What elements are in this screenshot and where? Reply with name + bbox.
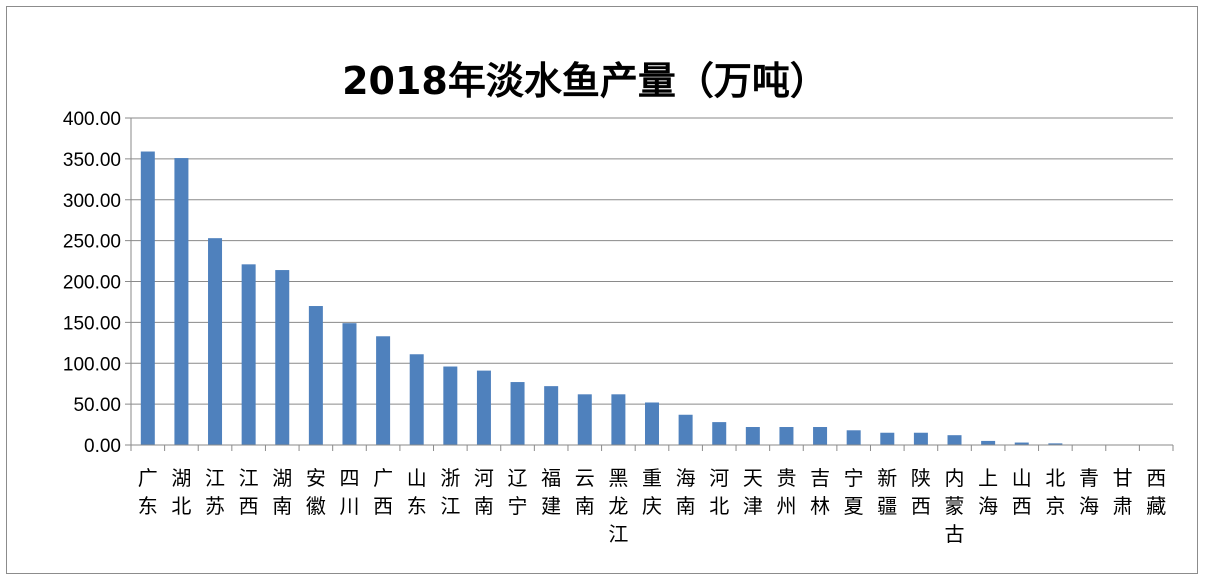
x-tick-label: 广东 <box>138 466 158 518</box>
y-tick-label: 150.00 <box>63 313 121 334</box>
x-tick-label: 上海 <box>978 466 998 518</box>
bar <box>1014 442 1029 445</box>
bar <box>779 427 794 445</box>
bar <box>947 435 962 445</box>
bar <box>308 306 323 445</box>
x-tick-label: 甘肃 <box>1113 466 1133 518</box>
bar <box>712 422 727 445</box>
x-tick-label: 广西 <box>373 466 393 518</box>
bar <box>409 354 424 445</box>
x-tick-label: 山东 <box>407 466 427 518</box>
chart-title: 2018年淡水鱼产量（万吨） <box>342 59 828 103</box>
bar <box>745 427 760 445</box>
x-axis: 广东湖北江苏江西湖南安徽四川广西山东浙江河南辽宁福建云南黑龙江重庆海南河北天津贵… <box>130 444 1174 546</box>
x-tick-label: 河北 <box>709 466 729 518</box>
bar <box>510 382 525 445</box>
bar <box>342 323 357 445</box>
y-tick-label: 200.00 <box>63 273 121 294</box>
y-tick-label: 100.00 <box>63 354 121 375</box>
y-tick-label: 350.00 <box>63 150 121 171</box>
bar <box>241 264 256 445</box>
x-tick-label: 云南 <box>575 466 595 518</box>
x-tick-label: 吉林 <box>810 466 830 518</box>
y-tick-label: 400.00 <box>63 109 121 130</box>
bar <box>846 430 861 445</box>
bar <box>813 427 828 445</box>
bar <box>1048 443 1063 445</box>
x-tick-label: 贵州 <box>776 466 796 518</box>
bar <box>913 432 928 445</box>
y-tick-label: 300.00 <box>63 191 121 212</box>
x-tick-label: 内蒙古 <box>945 466 965 546</box>
bar <box>645 402 659 445</box>
x-tick-label: 辽宁 <box>508 466 528 518</box>
x-tick-label: 新疆 <box>877 466 897 518</box>
x-tick-label: 天津 <box>743 466 763 518</box>
bars <box>140 151 1164 445</box>
x-tick-label: 重庆 <box>642 466 662 518</box>
x-tick-label: 湖北 <box>171 466 191 518</box>
x-tick-label: 江苏 <box>205 466 225 518</box>
bar <box>208 238 223 445</box>
x-tick-label: 山西 <box>1012 466 1032 518</box>
y-tick-label: 250.00 <box>63 232 121 253</box>
x-tick-label: 西藏 <box>1146 466 1166 518</box>
bar <box>140 151 155 445</box>
bar <box>376 336 391 445</box>
x-tick-label: 北京 <box>1045 466 1065 518</box>
x-tick-label: 黑龙江 <box>608 466 628 546</box>
bar <box>443 366 458 445</box>
y-axis: 0.00 50.00 100.00 150.00 200.00 250.00 300.00 3… <box>63 109 132 457</box>
bar <box>476 370 491 445</box>
chart-frame <box>6 6 1198 574</box>
bar <box>611 394 626 445</box>
bar <box>577 394 592 445</box>
x-tick-label: 宁夏 <box>844 466 864 518</box>
gridlines <box>131 117 1173 446</box>
bar <box>275 270 290 445</box>
bar <box>880 432 895 445</box>
x-tick-label: 河南 <box>474 466 494 518</box>
x-tick-label: 四川 <box>339 466 359 518</box>
x-tick-label: 青海 <box>1079 466 1099 518</box>
x-tick-label: 江西 <box>239 466 259 518</box>
x-tick-label: 浙江 <box>440 466 460 518</box>
y-tick-label: 0.00 <box>84 436 121 457</box>
y-tick-label: 50.00 <box>73 395 121 416</box>
x-tick-label: 陕西 <box>911 466 931 518</box>
x-tick-label: 湖南 <box>272 466 292 518</box>
x-tick-label: 安徽 <box>306 466 326 518</box>
bar <box>544 386 559 445</box>
bar <box>174 158 189 445</box>
x-tick-label: 海南 <box>676 466 696 518</box>
bar <box>678 414 693 445</box>
x-tick-label: 福建 <box>541 466 561 518</box>
bar <box>981 440 996 445</box>
